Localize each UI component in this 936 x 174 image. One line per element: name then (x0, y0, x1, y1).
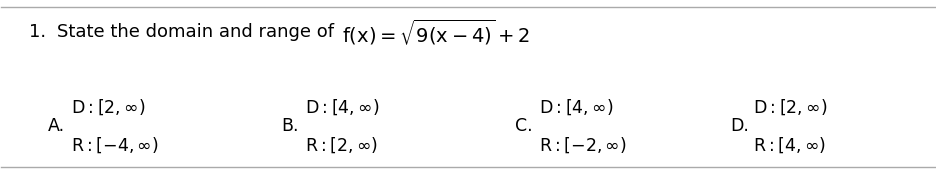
Text: $\mathrm{R}:[-2,\infty)$: $\mathrm{R}:[-2,\infty)$ (538, 135, 625, 155)
Text: $\mathrm{D}:[4,\infty)$: $\mathrm{D}:[4,\infty)$ (305, 98, 379, 117)
Text: State the domain and range of: State the domain and range of (57, 23, 334, 41)
Text: $\mathrm{D}:[2,\infty)$: $\mathrm{D}:[2,\infty)$ (753, 98, 827, 117)
Text: $\mathrm{R}:[2,\infty)$: $\mathrm{R}:[2,\infty)$ (305, 135, 378, 155)
Text: $\mathrm{D}:[2,\infty)$: $\mathrm{D}:[2,\infty)$ (71, 98, 146, 117)
Text: D.: D. (729, 117, 748, 135)
Text: B.: B. (282, 117, 299, 135)
Text: A.: A. (48, 117, 66, 135)
Text: $\mathrm{f(x) = \sqrt{9(x-4)}+2}$: $\mathrm{f(x) = \sqrt{9(x-4)}+2}$ (342, 17, 530, 47)
Text: $\mathrm{R}:[4,\infty)$: $\mathrm{R}:[4,\infty)$ (753, 135, 826, 155)
Text: C.: C. (515, 117, 533, 135)
Text: $\mathrm{R}:[-4,\infty)$: $\mathrm{R}:[-4,\infty)$ (71, 135, 159, 155)
Text: 1.: 1. (29, 23, 47, 41)
Text: $\mathrm{D}:[4,\infty)$: $\mathrm{D}:[4,\infty)$ (538, 98, 612, 117)
